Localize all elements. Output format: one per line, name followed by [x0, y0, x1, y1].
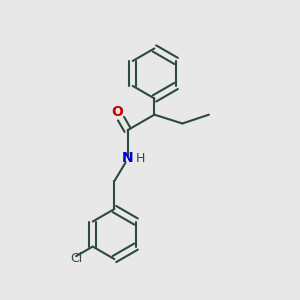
Text: H: H [136, 152, 146, 165]
Text: Cl: Cl [70, 252, 82, 265]
Text: N: N [122, 151, 134, 165]
Text: O: O [111, 105, 123, 119]
